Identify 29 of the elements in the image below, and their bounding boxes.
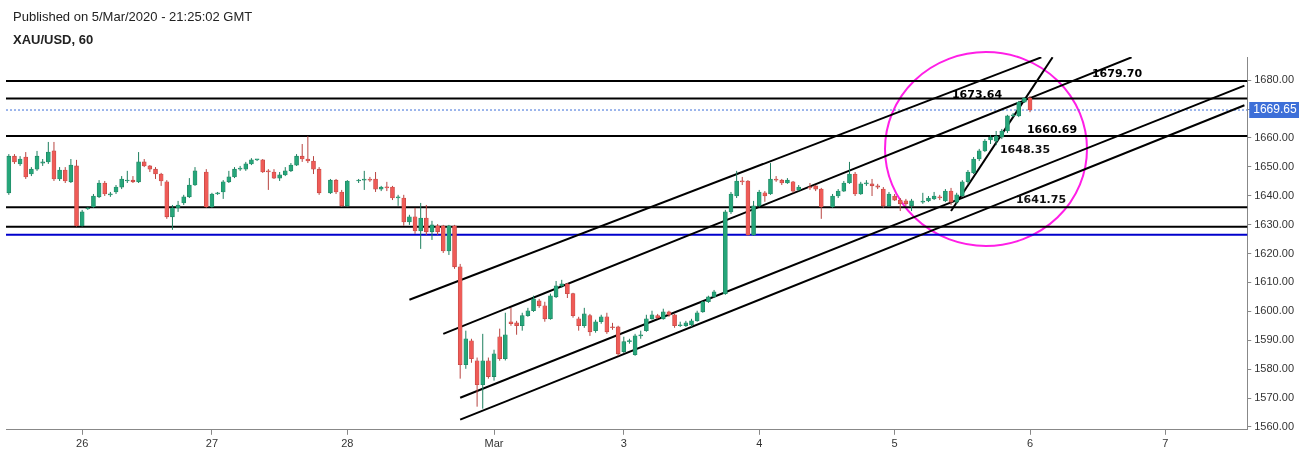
- x-tick-label: 5: [891, 437, 898, 450]
- y-tick-label: 1610.00: [1254, 275, 1294, 288]
- y-tick-label: 1620.00: [1254, 246, 1294, 259]
- x-tick-label: 6: [1026, 437, 1034, 450]
- x-tick-label: Mar: [484, 437, 504, 450]
- annotation: 1641.75: [1015, 192, 1067, 206]
- y-tick-label: 1590.00: [1254, 333, 1294, 346]
- chart-title: XAU/USD, 60: [13, 32, 94, 47]
- ref-line-label: 1660.69: [1026, 122, 1078, 136]
- y-tick-label: 1640.00: [1254, 188, 1294, 201]
- x-tick-label: 3: [620, 437, 627, 450]
- x-tick-label: 28: [341, 437, 354, 450]
- x-tick-label: 7: [1162, 437, 1169, 450]
- chart-subtitle: Published on 5/Mar/2020 - 21:25:02 GMT: [13, 9, 253, 24]
- y-tick-label: 1630.00: [1254, 217, 1294, 230]
- ref-line-label: 1669.65: [1253, 102, 1297, 117]
- ref-line-label: 1673.64: [951, 87, 1003, 101]
- ref-line-label: 1679.70: [1091, 66, 1143, 80]
- y-tick-label: 1580.00: [1254, 362, 1294, 375]
- y-tick-label: 1650.00: [1254, 159, 1294, 172]
- y-tick-label: 1560.00: [1254, 419, 1294, 432]
- y-tick-label: 1660.00: [1254, 130, 1294, 143]
- y-tick-label: 1680.00: [1254, 73, 1294, 86]
- x-tick-label: 27: [205, 437, 219, 450]
- x-tick-label: 4: [756, 437, 763, 450]
- annotation: 1648.35: [999, 142, 1051, 156]
- y-tick-label: 1600.00: [1254, 304, 1294, 317]
- y-tick-label: 1570.00: [1254, 391, 1294, 404]
- x-tick-label: 26: [76, 437, 89, 450]
